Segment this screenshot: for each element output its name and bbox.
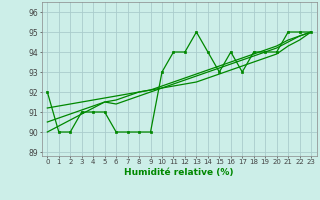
- X-axis label: Humidité relative (%): Humidité relative (%): [124, 168, 234, 177]
